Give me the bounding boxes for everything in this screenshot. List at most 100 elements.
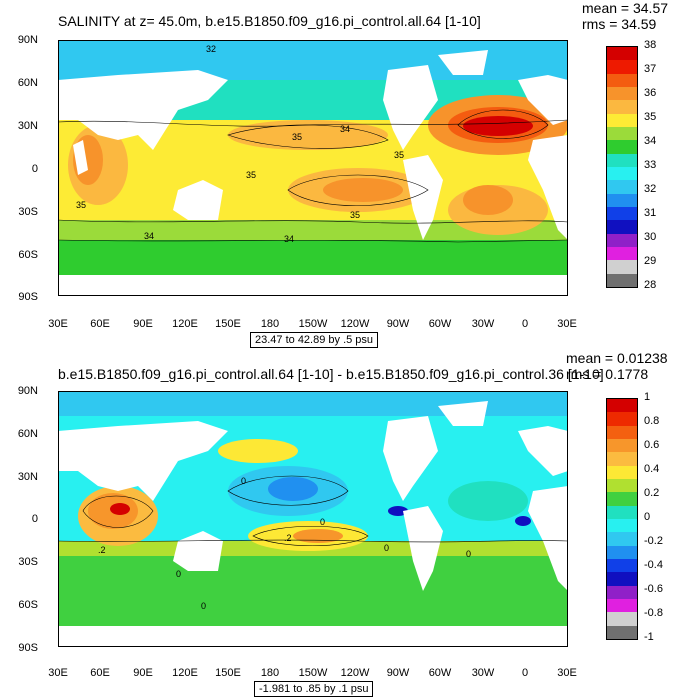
lon-label: 150E bbox=[215, 318, 241, 330]
contour-label: .2 bbox=[284, 533, 292, 543]
africa-land bbox=[528, 486, 568, 591]
contour-label: 35 bbox=[292, 132, 302, 142]
panel1-rms: rms = 34.59 bbox=[582, 16, 657, 32]
lat-label: 30S bbox=[18, 556, 38, 568]
asia-land bbox=[58, 421, 228, 501]
panel1-colorbar-label: 33 bbox=[644, 159, 657, 171]
lat-label: 30N bbox=[17, 471, 38, 483]
panel1-colorbar-swatch bbox=[607, 260, 637, 275]
panel1-colorbar-swatch bbox=[607, 73, 637, 88]
panel2-colorbar-swatch bbox=[607, 399, 637, 413]
lon-label: 180 bbox=[260, 667, 280, 679]
lon-label: 90W bbox=[386, 318, 410, 330]
lon-label: 60E bbox=[90, 667, 110, 679]
panel2-colorbar-labels: 1 0.8 0.6 0.4 0.2 0 -0.2 -0.4 -0.6 -0.8 -1 bbox=[644, 391, 684, 643]
panama-anomaly bbox=[388, 506, 408, 516]
north-america-land bbox=[383, 416, 438, 501]
panel2-contours bbox=[58, 475, 568, 547]
southern-ocean-band bbox=[58, 240, 568, 275]
north-atlantic-max bbox=[463, 116, 533, 136]
panel1-colorbar-label: 32 bbox=[644, 183, 657, 195]
lon-label: 180 bbox=[260, 318, 280, 330]
panel2-colorbar-swatch bbox=[607, 505, 637, 520]
panel1-colorbar-swatch bbox=[607, 220, 637, 235]
panel2-colorbar-swatch bbox=[607, 599, 637, 613]
contour-label: 0 bbox=[384, 543, 389, 553]
panel2-colorbar-swatch bbox=[607, 465, 637, 480]
panel1-colorbar-label: 37 bbox=[644, 63, 657, 75]
gulf-of-guinea-anomaly bbox=[515, 516, 531, 526]
lat-label: 90S bbox=[18, 291, 38, 303]
lat-label: 60N bbox=[17, 428, 38, 440]
panel1-colorbar-label: 36 bbox=[644, 87, 657, 99]
atlantic-anomaly bbox=[448, 481, 528, 521]
lon-label: 150W bbox=[298, 318, 328, 330]
panel1-colorbar-swatch bbox=[607, 273, 637, 288]
southern-transition-band bbox=[58, 220, 568, 240]
lat-label: 0 bbox=[31, 163, 38, 175]
lat-label: 60S bbox=[18, 249, 38, 261]
panel2-mean: mean = 0.01238 bbox=[566, 350, 668, 366]
lat-label: 60N bbox=[17, 77, 38, 89]
panel1-map: 32 35 35 35 34 34 34 35 35 bbox=[58, 40, 568, 296]
lon-label: 0 bbox=[521, 318, 529, 330]
greenland-land bbox=[438, 401, 488, 426]
panel2-colorbar-swatch bbox=[607, 545, 637, 560]
panel2-colorbar-label: 1 bbox=[644, 391, 651, 403]
lon-label: 30E bbox=[557, 667, 577, 679]
panel1-colorbar-swatch bbox=[607, 233, 637, 248]
panel1-colorbar-swatch bbox=[607, 47, 637, 61]
panel2-colorbar-swatch bbox=[607, 479, 637, 493]
north-pacific-anomaly-strong bbox=[268, 477, 318, 501]
panel2-colorbar-swatch bbox=[607, 585, 637, 600]
lon-label: 60W bbox=[428, 667, 452, 679]
panel2-map: 0 0 0 0 0 0 .2 .2 bbox=[58, 391, 568, 647]
lat-label: 90S bbox=[18, 642, 38, 654]
lon-label: 30E bbox=[48, 318, 68, 330]
panel2-colorbar-label: -0.4 bbox=[644, 559, 663, 571]
panel1-colorbar-label: 34 bbox=[644, 135, 657, 147]
lon-label: 30E bbox=[48, 667, 68, 679]
panel2-colorbar-label: 0.6 bbox=[644, 439, 660, 451]
lon-label: 120W bbox=[340, 318, 370, 330]
lat-label: 0 bbox=[31, 513, 38, 525]
europe-land bbox=[518, 75, 568, 125]
panel2-colorbar-swatch bbox=[607, 532, 637, 547]
contour-label: 0 bbox=[241, 476, 246, 486]
panel1-colorbar-swatch bbox=[607, 140, 637, 155]
panel2-colorbar-label: -0.2 bbox=[644, 535, 663, 547]
contour-label: 0 bbox=[176, 569, 181, 579]
panel1-colorbar-label: 35 bbox=[644, 111, 657, 123]
south-pacific-anomaly-strong bbox=[293, 529, 343, 543]
panel1-colorbar bbox=[606, 46, 638, 288]
contour-label: 0 bbox=[466, 549, 471, 559]
contour-label: 34 bbox=[144, 231, 154, 241]
contour-label: .2 bbox=[98, 545, 106, 555]
lat-label: 90N bbox=[17, 34, 38, 46]
lon-label: 120E bbox=[172, 318, 198, 330]
bering-anomaly bbox=[218, 439, 298, 463]
north-pacific-high bbox=[228, 120, 388, 150]
panel2-colorbar-label: -0.8 bbox=[644, 607, 663, 619]
panel2-colorbar-swatch bbox=[607, 625, 637, 640]
panel2-title: b.e15.B1850.f09_g16.pi_control.all.64 [1… bbox=[58, 366, 604, 382]
panel1-colorbar-label: 31 bbox=[644, 207, 657, 219]
australia-land bbox=[173, 180, 223, 220]
lon-label: 120E bbox=[172, 667, 198, 679]
contour-label: 35 bbox=[246, 170, 256, 180]
panel2-colorbar-swatch bbox=[607, 412, 637, 427]
lon-label: 0 bbox=[521, 667, 529, 679]
panel1-colorbar-labels: 38 37 36 35 34 33 32 31 30 29 28 bbox=[644, 39, 684, 291]
lon-label: 90W bbox=[386, 667, 410, 679]
contour-label: 0 bbox=[201, 601, 206, 611]
africa-land bbox=[528, 135, 568, 240]
lat-label: 30S bbox=[18, 206, 38, 218]
lon-label: 30W bbox=[471, 318, 495, 330]
lon-label: 90E bbox=[133, 318, 153, 330]
panel2-map-frame bbox=[58, 391, 568, 647]
panel2-range-label: -1.981 to .85 by .1 psu bbox=[254, 681, 374, 697]
panel1-colorbar-swatch bbox=[607, 247, 637, 261]
panel2-colorbar-label: 0.8 bbox=[644, 415, 660, 427]
contour-label: 32 bbox=[206, 44, 216, 54]
panel1-colorbar-swatch bbox=[607, 180, 637, 195]
